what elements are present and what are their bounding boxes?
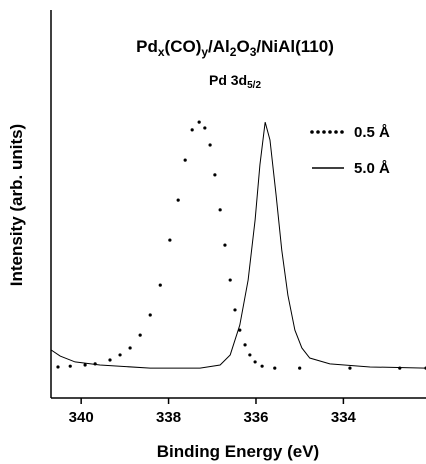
data-point [208,143,212,147]
legend-symbol [310,130,314,134]
data-point [298,366,302,370]
data-point [190,128,194,132]
legend-symbol [328,130,332,134]
subscript: 3 [250,45,257,59]
subscript: 2 [230,45,237,59]
data-point [56,365,60,369]
x-tick-label: 340 [69,409,94,426]
text-part: (CO) [165,37,202,56]
data-point [248,353,252,357]
legend-label: 5.0 Å [354,160,390,177]
text-part: Pd 3d [209,72,247,88]
data-point [158,283,162,287]
data-point [68,364,72,368]
data-point [148,313,152,317]
data-point [213,173,217,177]
data-point [238,328,242,332]
data-point [243,343,247,347]
data-point [398,366,402,370]
subscript: y [201,45,208,59]
data-point [218,208,222,212]
data-point [83,363,87,367]
data-point [176,198,180,202]
data-point [183,158,187,162]
chart-subtitle: Pd 3d5/2 [209,72,261,91]
x-tick-label: 336 [243,409,268,426]
data-point [260,364,264,368]
y-axis-label: Intensity (arb. units) [7,124,26,286]
data-point [273,366,277,370]
legend-symbol [334,130,338,134]
subscript: 5/2 [247,80,261,91]
data-point [223,243,227,247]
data-point [253,360,257,364]
data-point [108,358,112,362]
data-point [203,126,207,130]
text-part: /Al [208,37,230,56]
chart-title: Pdx(CO)y/Al2O3/NiAl(110) [136,37,334,59]
text-part: Pd [136,37,158,56]
data-point [138,333,142,337]
data-line [50,121,426,369]
x-axis-label: Binding Energy (eV) [157,442,319,461]
data-point [128,346,132,350]
legend-symbol [322,130,326,134]
data-point [233,308,237,312]
text-part: /NiAl(110) [256,37,333,56]
legend-symbol [316,130,320,134]
data-point [228,278,232,282]
subscript: x [158,45,165,59]
data-point [118,353,122,357]
x-tick-label: 334 [331,409,357,426]
legend-label: 0.5 Å [354,124,390,141]
legend-symbol [340,130,344,134]
data-point [168,238,172,242]
data-point [348,366,352,370]
x-tick-label: 338 [156,409,181,426]
text-part: O [236,37,249,56]
data-point [197,120,201,124]
